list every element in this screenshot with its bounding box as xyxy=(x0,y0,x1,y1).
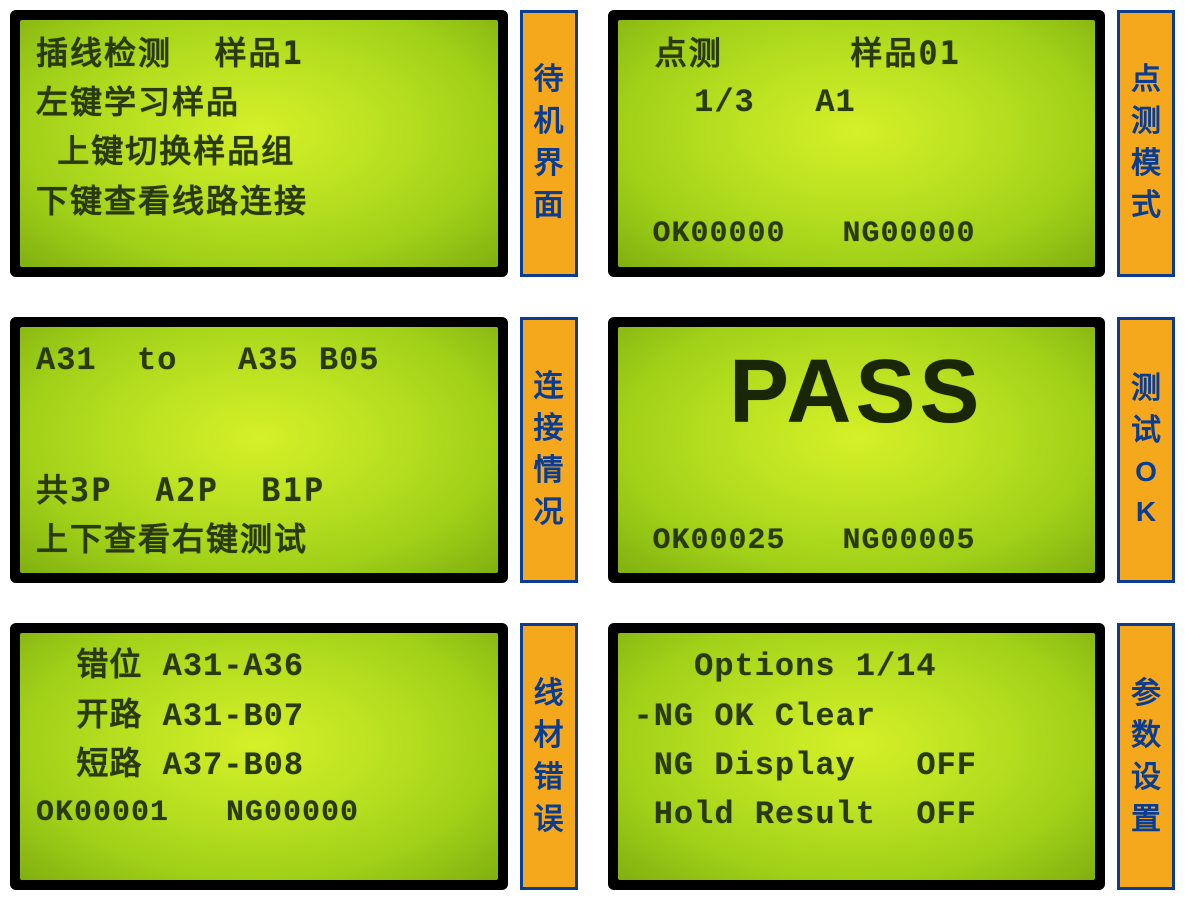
lcd-inner-standby: 插线检测 样品1 左键学习样品 上键切换样品组 下键查看线路连接 xyxy=(20,20,498,267)
lcd-standby: 插线检测 样品1 左键学习样品 上键切换样品组 下键查看线路连接 xyxy=(10,10,508,277)
lcd-pass: PASS OK00025 NG00005 xyxy=(608,317,1106,584)
lcd-line: 点测 样品01 xyxy=(634,32,1080,75)
lcd-counter: OK00001 NG00000 xyxy=(36,793,482,834)
label-char: 点 xyxy=(1131,62,1161,98)
label-char: 界 xyxy=(534,146,564,182)
label-char: K xyxy=(1136,495,1156,529)
label-char: 待 xyxy=(534,62,564,98)
lcd-connection: A31 to A35 B05 共3P A2P B1P 上下查看右键测试 xyxy=(10,317,508,584)
label-char: 测 xyxy=(1131,371,1161,407)
label-char: 线 xyxy=(534,676,564,712)
lcd-inner-error: 错位 A31-A36 开路 A31-B07 短路 A37-B08 OK00001… xyxy=(20,633,498,880)
label-char: 错 xyxy=(534,760,564,796)
lcd-line: NG Display OFF xyxy=(634,744,1080,787)
lcd-line: 共3P A2P B1P xyxy=(36,469,482,512)
label-char: 机 xyxy=(534,104,564,140)
lcd-line: 上下查看右键测试 xyxy=(36,518,482,561)
cell-point-test: 点测 样品01 1/3 A1 OK00000 NG00000 点 测 模 式 xyxy=(608,10,1176,277)
spacer xyxy=(36,388,482,463)
label-options: 参 数 设 置 xyxy=(1117,623,1175,890)
lcd-line: 上键切换样品组 xyxy=(36,130,482,173)
label-char: 数 xyxy=(1131,718,1161,754)
screens-grid: 插线检测 样品1 左键学习样品 上键切换样品组 下键查看线路连接 待 机 界 面… xyxy=(0,0,1185,900)
label-char: 接 xyxy=(534,411,564,447)
cell-pass: PASS OK00025 NG00005 测 试 O K xyxy=(608,317,1176,584)
label-char: 模 xyxy=(1131,146,1161,182)
lcd-line: 插线检测 样品1 xyxy=(36,32,482,75)
lcd-pass-text: PASS xyxy=(634,347,1080,437)
lcd-line: A31 to A35 B05 xyxy=(36,339,482,382)
label-char: 参 xyxy=(1131,676,1161,712)
lcd-line: 1/3 A1 xyxy=(634,81,1080,124)
lcd-options: Options 1/14 -NG OK Clear NG Display OFF… xyxy=(608,623,1106,890)
label-char: O xyxy=(1135,455,1157,489)
cell-options: Options 1/14 -NG OK Clear NG Display OFF… xyxy=(608,623,1176,890)
label-standby: 待 机 界 面 xyxy=(520,10,578,277)
lcd-line: 下键查看线路连接 xyxy=(36,180,482,223)
spacer xyxy=(634,451,1080,515)
cell-error: 错位 A31-A36 开路 A31-B07 短路 A37-B08 OK00001… xyxy=(10,623,578,890)
lcd-point-test: 点测 样品01 1/3 A1 OK00000 NG00000 xyxy=(608,10,1106,277)
label-char: 设 xyxy=(1131,760,1161,796)
lcd-counter: OK00025 NG00005 xyxy=(634,521,1080,562)
lcd-line: 短路 A37-B08 xyxy=(36,744,482,787)
cell-standby: 插线检测 样品1 左键学习样品 上键切换样品组 下键查看线路连接 待 机 界 面 xyxy=(10,10,578,277)
cell-connection: A31 to A35 B05 共3P A2P B1P 上下查看右键测试 连 接 … xyxy=(10,317,578,584)
label-char: 试 xyxy=(1131,413,1161,449)
label-char: 面 xyxy=(534,188,564,224)
lcd-inner-connection: A31 to A35 B05 共3P A2P B1P 上下查看右键测试 xyxy=(20,327,498,574)
label-pass: 测 试 O K xyxy=(1117,317,1175,584)
lcd-inner-options: Options 1/14 -NG OK Clear NG Display OFF… xyxy=(618,633,1096,880)
label-char: 情 xyxy=(534,453,564,489)
spacer xyxy=(634,130,1080,208)
label-point-test: 点 测 模 式 xyxy=(1117,10,1175,277)
lcd-line: 错位 A31-A36 xyxy=(36,645,482,688)
label-char: 连 xyxy=(534,369,564,405)
label-char: 置 xyxy=(1131,802,1161,838)
lcd-line: Options 1/14 xyxy=(634,645,1080,688)
label-connection: 连 接 情 况 xyxy=(520,317,578,584)
label-char: 误 xyxy=(534,802,564,838)
label-char: 况 xyxy=(534,495,564,531)
lcd-inner-point-test: 点测 样品01 1/3 A1 OK00000 NG00000 xyxy=(618,20,1096,267)
lcd-line: 左键学习样品 xyxy=(36,81,482,124)
label-char: 材 xyxy=(534,718,564,754)
label-char: 式 xyxy=(1131,188,1161,224)
lcd-line: Hold Result OFF xyxy=(634,793,1080,836)
lcd-error: 错位 A31-A36 开路 A31-B07 短路 A37-B08 OK00001… xyxy=(10,623,508,890)
label-char: 测 xyxy=(1131,104,1161,140)
lcd-counter: OK00000 NG00000 xyxy=(634,214,1080,255)
label-error: 线 材 错 误 xyxy=(520,623,578,890)
lcd-line: -NG OK Clear xyxy=(634,695,1080,738)
lcd-inner-pass: PASS OK00025 NG00005 xyxy=(618,327,1096,574)
lcd-line: 开路 A31-B07 xyxy=(36,695,482,738)
